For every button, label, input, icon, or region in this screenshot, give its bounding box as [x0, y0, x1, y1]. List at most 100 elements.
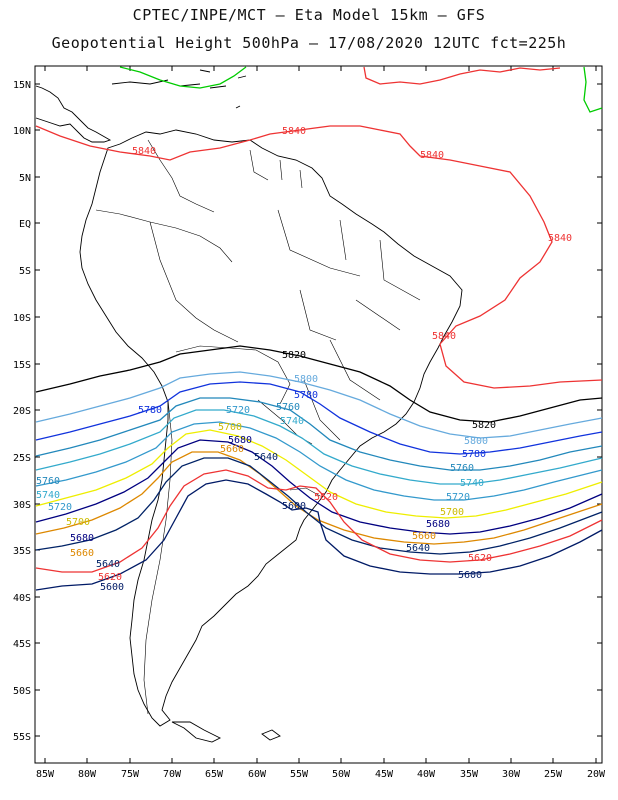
border-peru-brazil: [149, 221, 239, 343]
border-brazil-states: [277, 209, 421, 441]
lat-tick-label: 45S: [13, 639, 31, 650]
lat-tick-label: 35S: [13, 546, 31, 557]
coastline-tierra-del-fuego: [171, 721, 222, 743]
contour-label: 5840: [132, 146, 156, 157]
contour-line-5620: [35, 469, 603, 573]
contour-line-5640: [35, 457, 603, 555]
lat-tick-label: EQ: [19, 219, 31, 230]
contour-line-5760: [35, 397, 603, 471]
title-line-1: CPTEC/INPE/MCT – Eta Model 15km – GFS: [132, 6, 486, 24]
contour-line-5740: [35, 409, 603, 485]
lat-tick-label: 10N: [13, 126, 31, 137]
contour-line-5780: [35, 381, 603, 455]
contour-label: 5660: [412, 531, 436, 542]
lon-tick-label: 30W: [502, 769, 521, 780]
coastline-falklands: [261, 729, 281, 741]
country-borders-layer: [95, 139, 421, 715]
contour-label: 5760: [450, 463, 474, 474]
contour-line-5840: [363, 66, 561, 85]
contour-label: 5800: [464, 436, 488, 447]
lat-tick-label: 15S: [13, 360, 31, 371]
contour-label: 5660: [220, 444, 244, 455]
lon-tick-label: 60W: [248, 769, 267, 780]
contour-line-5600: [35, 479, 603, 591]
contour-line-5680: [35, 439, 603, 535]
contour-label: 5760: [36, 476, 60, 487]
contour-label: 5740: [280, 416, 304, 427]
contour-line-5860: [119, 66, 247, 89]
border-uruguay: [289, 487, 321, 497]
contour-label: 5680: [426, 519, 450, 530]
lat-tick-label: 15N: [13, 80, 31, 91]
contour-label: 5720: [446, 492, 470, 503]
contour-label: 5780: [138, 405, 162, 416]
contour-label: 5840: [420, 150, 444, 161]
contour-label: 5760: [276, 402, 300, 413]
lat-tick-label: 5S: [19, 266, 31, 277]
border-bolivia: [175, 345, 291, 405]
contour-label: 5840: [548, 233, 572, 244]
lat-tick-label: 5N: [19, 173, 31, 184]
lon-tick-label: 85W: [36, 769, 55, 780]
contour-label: 5800: [294, 374, 318, 385]
contour-label: 5640: [406, 543, 430, 554]
contour-label: 5620: [314, 492, 338, 503]
border-argentina-chile: [143, 399, 173, 715]
lon-tick-label: 40W: [417, 769, 436, 780]
border-guianas: [249, 149, 303, 189]
contour-label: 5780: [294, 390, 318, 401]
contour-label: 5820: [472, 420, 496, 431]
lat-tick-label: 25S: [13, 453, 31, 464]
contour-label: 5680: [228, 435, 252, 446]
border-amazon: [95, 209, 233, 263]
contour-line-5800: [35, 371, 603, 439]
lon-tick-label: 20W: [587, 769, 606, 780]
lon-tick-label: 75W: [121, 769, 140, 780]
map-frame: [34, 65, 603, 764]
contour-label: 5600: [282, 501, 306, 512]
lon-tick-label: 70W: [163, 769, 182, 780]
contour-label: 5700: [66, 517, 90, 528]
title-line-2: Geopotential Height 500hPa – 17/08/2020 …: [51, 34, 567, 52]
lat-tick-label: 30S: [13, 500, 31, 511]
contour-line-5700: [35, 429, 603, 519]
lon-tick-label: 25W: [544, 769, 563, 780]
contour-label: 5680: [70, 533, 94, 544]
lon-tick-label: 55W: [290, 769, 309, 780]
contour-label: 5640: [254, 452, 278, 463]
lat-tick-label: 20S: [13, 406, 31, 417]
contour-line-5720: [35, 421, 603, 501]
contour-labels-layer: 5840 5840 5840 5840 5840 5820 5820 5800 5800 5780…: [36, 126, 572, 593]
lon-tick-label: 45W: [375, 769, 394, 780]
lat-tick-label: 10S: [13, 313, 31, 324]
contour-line-5820: [35, 345, 603, 423]
contour-line-5840: [35, 125, 603, 389]
contour-line-5660: [35, 451, 603, 545]
contour-line-5860: [583, 66, 603, 113]
coastline-central-america: [35, 85, 112, 143]
contour-label: 5620: [98, 572, 122, 583]
contour-label: 5620: [468, 553, 492, 564]
contour-label: 5660: [70, 548, 94, 559]
contour-label: 5720: [48, 502, 72, 513]
contour-label: 5780: [462, 449, 486, 460]
lon-tick-label: 65W: [205, 769, 224, 780]
axis-ticks-layer: 15N 10N 5N EQ 5S 10S 15S 20S 25S 30S 35S 40S 45S 50S 5…: [13, 66, 606, 780]
contour-label: 5740: [36, 490, 60, 501]
contour-label: 5700: [218, 422, 242, 433]
contour-label: 5740: [460, 478, 484, 489]
lat-tick-label: 55S: [13, 732, 31, 743]
contour-label: 5600: [100, 582, 124, 593]
contour-label: 5600: [458, 570, 482, 581]
lon-tick-label: 80W: [78, 769, 97, 780]
contour-label: 5700: [440, 507, 464, 518]
contour-lines-layer: [35, 66, 603, 591]
border-venezuela-colombia: [147, 139, 215, 213]
coastline-south-america: [79, 129, 463, 727]
contour-label: 5640: [96, 559, 120, 570]
lon-tick-label: 50W: [332, 769, 351, 780]
coastline-layer: [35, 69, 463, 743]
contour-label: 5840: [282, 126, 306, 137]
